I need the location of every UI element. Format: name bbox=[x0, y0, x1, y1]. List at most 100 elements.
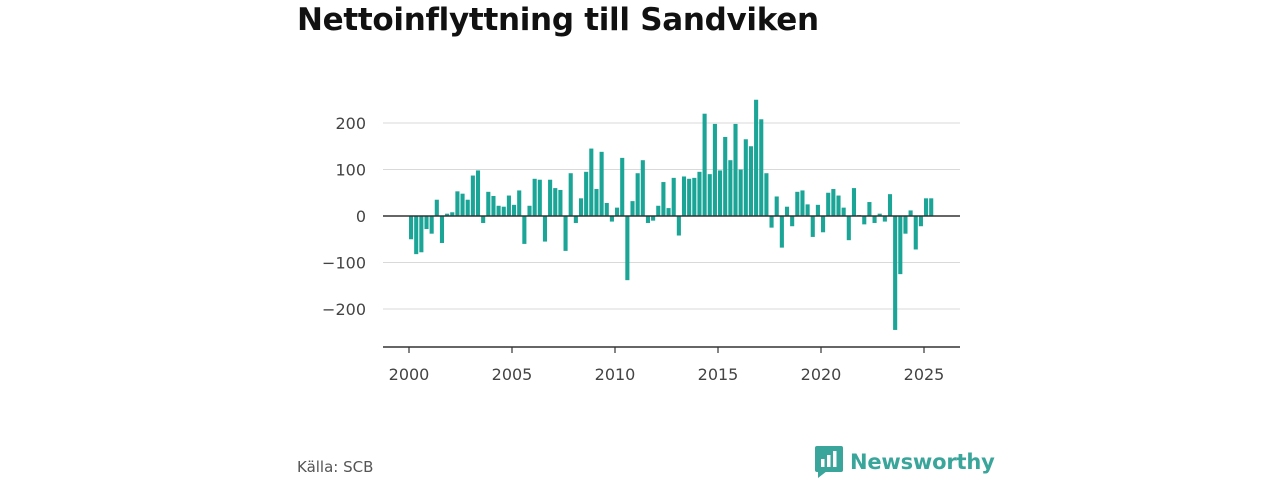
bar bbox=[826, 192, 831, 216]
newsworthy-brand[interactable]: Newsworthy bbox=[815, 446, 995, 478]
bar bbox=[594, 189, 599, 216]
bar bbox=[887, 194, 893, 216]
bar bbox=[501, 206, 506, 216]
y-axis-ticks: 200 100 0 −100 −200 bbox=[322, 114, 366, 319]
bar bbox=[692, 177, 697, 216]
bar bbox=[790, 216, 795, 227]
bar bbox=[779, 216, 784, 248]
bar bbox=[640, 160, 645, 216]
bar bbox=[460, 193, 465, 216]
bar bbox=[558, 189, 563, 216]
bar bbox=[929, 198, 934, 216]
bar bbox=[475, 170, 481, 216]
bar bbox=[563, 216, 568, 251]
bar bbox=[470, 175, 475, 216]
bar bbox=[851, 188, 857, 216]
bar bbox=[599, 151, 604, 216]
grid-lines bbox=[383, 122, 960, 310]
y-tick-label: 0 bbox=[356, 207, 366, 226]
x-tick-label: 2020 bbox=[801, 365, 842, 384]
chart-title: Nettoinflyttning till Sandviken bbox=[297, 2, 819, 38]
bar bbox=[645, 216, 651, 223]
bar bbox=[496, 205, 501, 216]
bar bbox=[764, 173, 769, 216]
bar bbox=[743, 139, 748, 216]
bar bbox=[924, 198, 929, 216]
bar bbox=[867, 202, 872, 216]
bar bbox=[831, 189, 836, 216]
bar bbox=[712, 123, 717, 216]
bar bbox=[681, 176, 687, 216]
bar bbox=[728, 160, 733, 216]
bar bbox=[429, 216, 434, 234]
y-tick-label: 200 bbox=[335, 114, 366, 133]
x-axis: 2000 2005 2010 2015 2020 2025 bbox=[383, 346, 960, 384]
bar bbox=[615, 207, 620, 216]
bar bbox=[836, 195, 841, 216]
bar bbox=[877, 213, 882, 216]
bar bbox=[733, 123, 738, 216]
bar bbox=[537, 179, 542, 216]
bar bbox=[439, 216, 445, 243]
bar bbox=[481, 216, 486, 223]
bar bbox=[718, 170, 723, 216]
brand-name: Newsworthy bbox=[850, 450, 995, 474]
bar bbox=[759, 119, 764, 216]
bar bbox=[548, 179, 553, 216]
bar bbox=[908, 210, 913, 216]
bar bbox=[893, 216, 898, 330]
bar bbox=[862, 216, 867, 225]
bar bbox=[527, 205, 532, 216]
bar bbox=[898, 216, 903, 275]
bar bbox=[584, 171, 589, 216]
bar bbox=[707, 174, 712, 216]
bar bbox=[445, 213, 450, 216]
bar bbox=[846, 216, 851, 241]
bar bbox=[784, 206, 790, 216]
bar bbox=[542, 216, 548, 242]
bar bbox=[800, 190, 805, 216]
bar bbox=[465, 199, 470, 216]
bar bbox=[903, 216, 908, 234]
bar bbox=[506, 195, 511, 216]
bar bbox=[754, 99, 759, 216]
y-tick-label: −100 bbox=[322, 254, 366, 273]
x-tick-label: 2000 bbox=[389, 365, 430, 384]
bar bbox=[748, 146, 754, 216]
bar bbox=[661, 182, 666, 216]
bar bbox=[455, 191, 460, 216]
bar bbox=[589, 148, 594, 216]
source-note: Källa: SCB bbox=[297, 458, 374, 476]
bar bbox=[795, 191, 800, 216]
y-tick-label: 100 bbox=[335, 161, 366, 180]
bar bbox=[553, 188, 558, 216]
bar bbox=[486, 191, 491, 216]
bar bbox=[738, 169, 743, 216]
bar bbox=[609, 216, 614, 222]
x-tick-label: 2025 bbox=[904, 365, 945, 384]
bar bbox=[918, 216, 923, 227]
bar bbox=[841, 207, 846, 216]
bar bbox=[666, 208, 671, 216]
bar bbox=[671, 177, 676, 216]
bar bbox=[630, 201, 635, 216]
bar bbox=[512, 204, 517, 216]
bar bbox=[810, 216, 815, 237]
bar bbox=[491, 196, 496, 216]
bar bbox=[805, 204, 810, 217]
bar bbox=[815, 204, 820, 216]
bars bbox=[383, 99, 960, 330]
bar bbox=[723, 136, 728, 216]
bar bbox=[409, 216, 414, 240]
bar bbox=[702, 113, 707, 216]
bar bbox=[872, 216, 877, 223]
bar bbox=[419, 216, 424, 253]
bar bbox=[774, 196, 779, 216]
bar bbox=[656, 205, 661, 216]
bar bbox=[882, 216, 887, 222]
bar bbox=[625, 216, 630, 281]
bar bbox=[573, 216, 578, 223]
bar bbox=[697, 171, 702, 216]
bar bbox=[434, 199, 439, 216]
